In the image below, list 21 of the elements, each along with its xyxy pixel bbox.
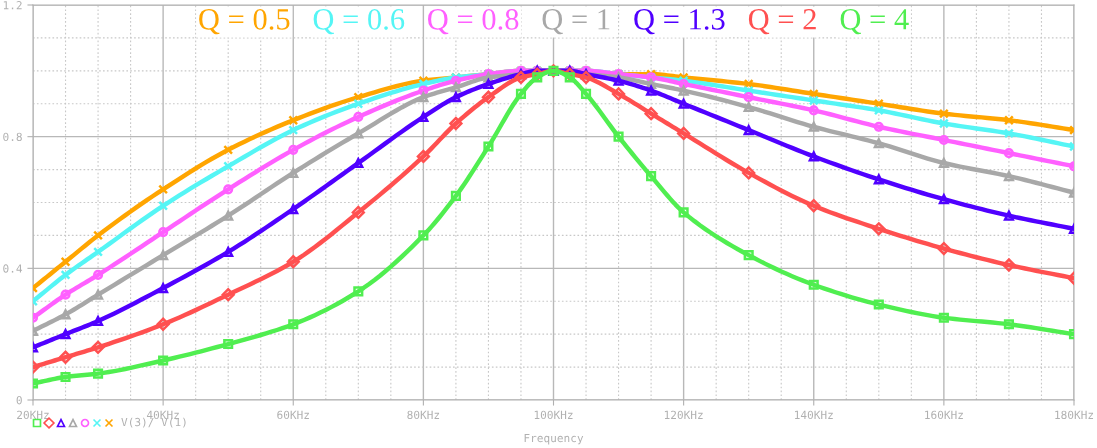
x-tick-label: 40KHz — [146, 410, 179, 420]
series-label: Q = 0.8 — [428, 9, 519, 35]
y-tick-label: 1.2 — [3, 1, 22, 10]
text: Q = 2 — [748, 9, 816, 35]
text: Q = 4 — [840, 9, 909, 35]
x-tick-label: 140KHz — [795, 410, 833, 420]
x-tick-label: 20KHz — [17, 410, 49, 420]
y-tick-label: 0.8 — [3, 132, 22, 142]
x-tick-label: 160KHz — [925, 410, 963, 420]
text: Q = 0.5 — [199, 9, 290, 35]
x-tick-label: 180KHz — [1055, 410, 1094, 420]
series-label: Q = 0.6 — [313, 9, 405, 35]
x-tick-label: 60KHz — [277, 410, 309, 420]
y-tick-label: 0 — [16, 396, 22, 405]
series-label: Q = 1 — [542, 9, 610, 35]
x-tick-label: 80KHz — [407, 410, 440, 420]
x-tick-label: 100KHz — [534, 410, 573, 420]
y-tick-label: 0.4 — [3, 264, 23, 273]
x-tick-label: 120KHz — [664, 410, 703, 420]
series-label: Q = 1.3 — [634, 9, 725, 35]
x-axis-title: Frequency — [524, 433, 584, 445]
